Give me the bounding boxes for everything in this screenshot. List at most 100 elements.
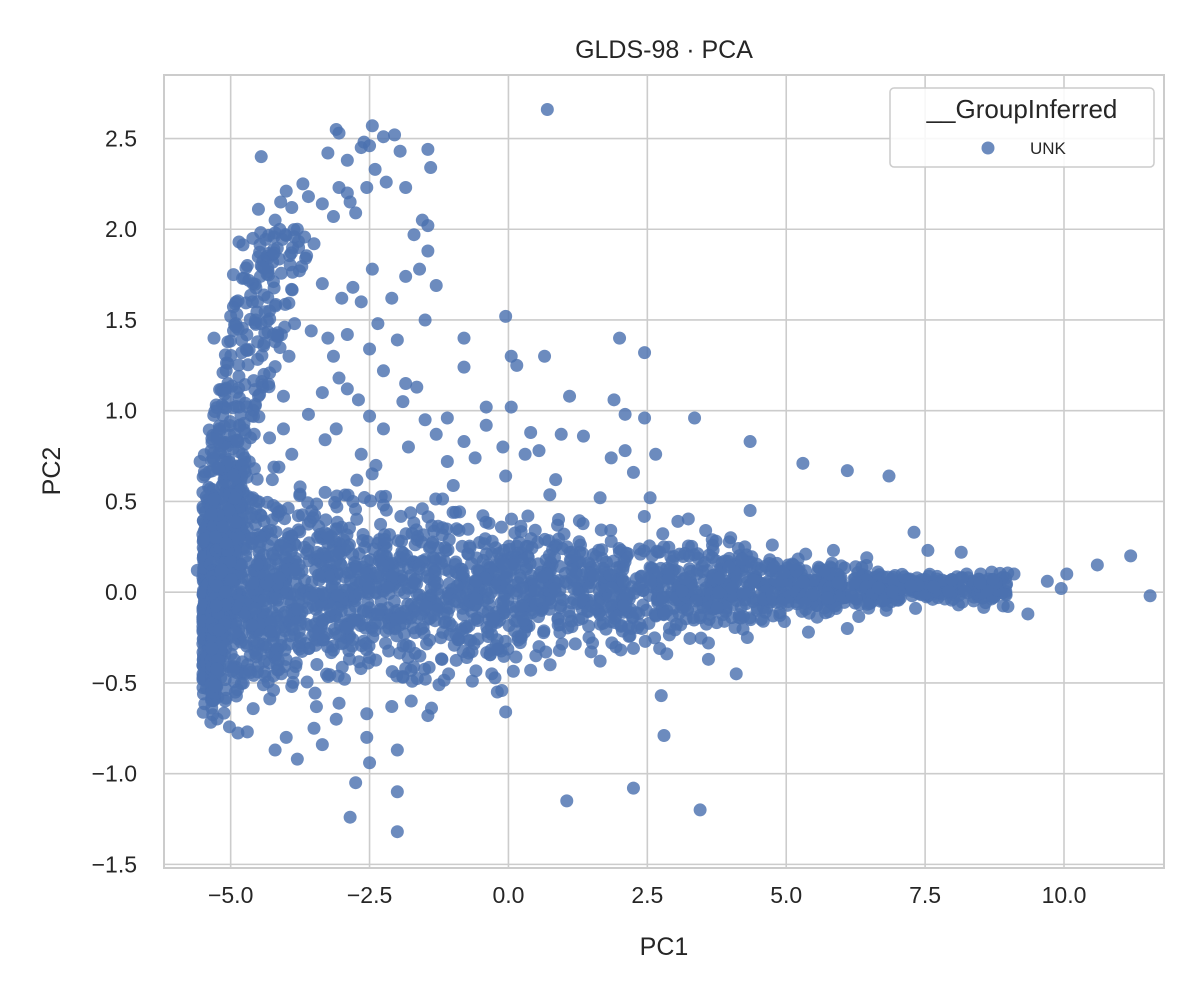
data-point <box>515 599 529 613</box>
data-point <box>326 349 340 363</box>
data-point <box>630 621 644 635</box>
data-point <box>691 551 705 565</box>
x-tick-label: −2.5 <box>347 882 392 908</box>
data-point <box>224 349 238 363</box>
data-point <box>237 416 251 430</box>
data-point <box>765 538 779 552</box>
data-point <box>532 444 546 458</box>
data-point <box>231 435 245 449</box>
data-point <box>301 407 315 421</box>
data-point <box>840 621 854 635</box>
data-point <box>494 520 508 534</box>
data-point <box>506 664 520 678</box>
data-point <box>381 581 395 595</box>
data-point <box>694 631 708 645</box>
y-tick-label: −0.5 <box>92 670 137 696</box>
data-point <box>657 607 671 621</box>
data-point <box>319 667 333 681</box>
data-point <box>582 619 596 633</box>
data-point <box>456 566 470 580</box>
data-point <box>820 591 834 605</box>
data-point <box>209 599 223 613</box>
data-point <box>224 573 238 587</box>
data-point <box>656 527 670 541</box>
data-point <box>817 563 831 577</box>
data-point <box>604 581 618 595</box>
data-point <box>609 640 623 654</box>
data-point <box>207 331 221 345</box>
data-point <box>594 523 608 537</box>
data-point <box>738 540 752 554</box>
data-point <box>638 346 652 360</box>
data-point <box>626 465 640 479</box>
data-point <box>208 405 222 419</box>
data-point <box>693 803 707 817</box>
data-point <box>471 632 485 646</box>
data-point <box>801 625 815 639</box>
data-point <box>885 584 899 598</box>
data-point <box>538 349 552 363</box>
data-point <box>342 652 356 666</box>
data-point <box>871 581 885 595</box>
data-point <box>501 593 515 607</box>
data-point <box>524 663 538 677</box>
data-point <box>413 262 427 276</box>
data-point <box>681 512 695 526</box>
data-point <box>418 413 432 427</box>
data-point <box>729 667 743 681</box>
data-point <box>567 549 581 563</box>
data-point <box>301 190 315 204</box>
data-point <box>365 262 379 276</box>
data-point <box>241 358 255 372</box>
data-point <box>486 609 500 623</box>
data-point <box>593 654 607 668</box>
data-point <box>656 591 670 605</box>
data-point <box>288 317 302 331</box>
data-point <box>390 743 404 757</box>
data-point <box>476 509 490 523</box>
data-point <box>306 628 320 642</box>
data-point <box>279 730 293 744</box>
data-point <box>548 581 562 595</box>
data-point <box>942 584 956 598</box>
data-point <box>499 309 513 323</box>
data-point <box>332 629 346 643</box>
data-point <box>354 295 368 309</box>
data-point <box>743 435 757 449</box>
data-point <box>209 530 223 544</box>
data-point <box>604 451 618 465</box>
data-point <box>368 162 382 176</box>
data-point <box>333 556 347 570</box>
data-point <box>396 670 410 684</box>
data-point <box>461 522 475 536</box>
data-point <box>315 197 329 211</box>
data-point <box>532 593 546 607</box>
data-point <box>554 427 568 441</box>
data-point <box>849 576 863 590</box>
data-point <box>382 644 396 658</box>
data-point <box>531 557 545 571</box>
data-point <box>549 473 563 487</box>
data-point <box>539 645 553 659</box>
data-point <box>351 393 365 407</box>
data-point <box>329 422 343 436</box>
data-point <box>447 638 461 652</box>
data-point <box>216 520 230 534</box>
data-point <box>236 447 250 461</box>
data-point <box>226 401 240 415</box>
data-point <box>576 429 590 443</box>
data-point <box>739 597 753 611</box>
data-point <box>289 660 303 674</box>
data-point <box>401 440 415 454</box>
data-point <box>271 653 285 667</box>
data-point <box>257 339 271 353</box>
data-point <box>563 609 577 623</box>
data-point <box>287 230 301 244</box>
data-point <box>369 458 383 472</box>
data-point <box>283 249 297 263</box>
data-point <box>265 513 279 527</box>
data-point <box>592 543 606 557</box>
data-point <box>240 343 254 357</box>
data-point <box>309 700 323 714</box>
data-point <box>457 360 471 374</box>
